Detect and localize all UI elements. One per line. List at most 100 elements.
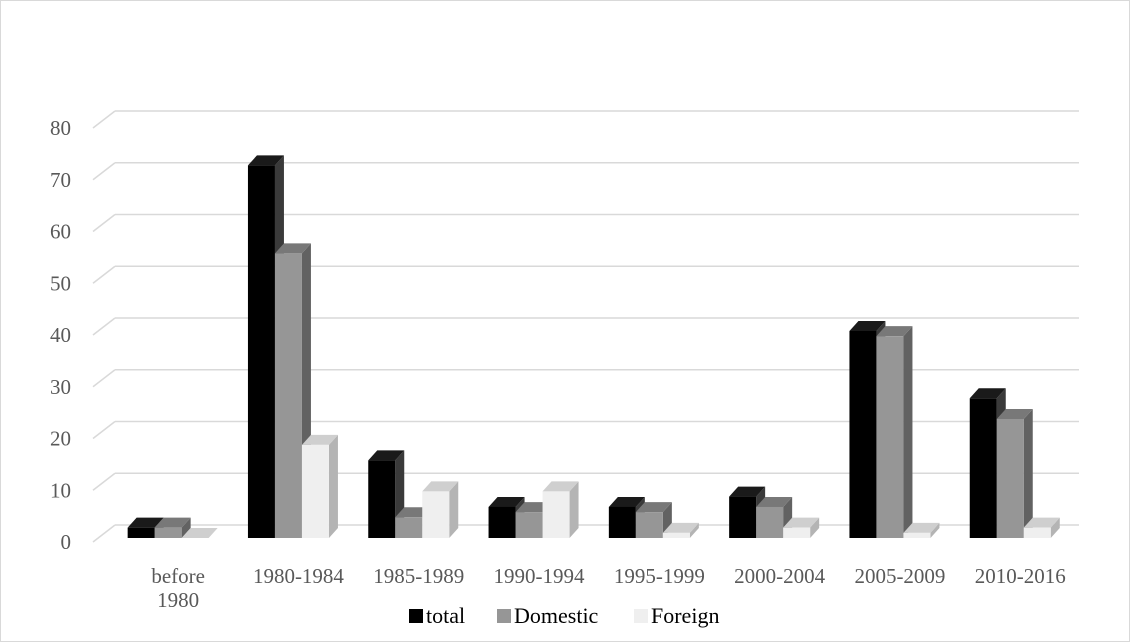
gridlines [92, 110, 1079, 543]
bar-front [1023, 527, 1051, 538]
bar-top [488, 496, 525, 507]
x-tick-label-line: 2010-2016 [975, 564, 1066, 588]
gridline-depth [92, 524, 116, 543]
legend-item-foreign: Foreign [634, 603, 719, 628]
x-tick-label-line: 1985-1989 [373, 564, 464, 588]
bar-domestic [635, 502, 672, 538]
bar-side [181, 517, 191, 538]
bar-front [756, 506, 784, 538]
bar-top [154, 517, 191, 528]
gridline-depth [92, 317, 116, 336]
bar-foreign [903, 522, 940, 538]
legend-label: Foreign [651, 603, 719, 628]
legend-swatch [634, 609, 648, 623]
bar-top [127, 517, 164, 528]
gridline-depth [92, 265, 116, 284]
x-tick-label-line: 1980-1984 [253, 564, 344, 588]
legend-item-domestic: Domestic [497, 603, 599, 628]
y-tick-label: 0 [61, 530, 72, 554]
y-tick-label: 60 [50, 220, 71, 244]
bar-domestic [876, 326, 913, 538]
bar-domestic [996, 408, 1033, 538]
bar-top [729, 486, 766, 497]
bar-front [996, 418, 1024, 538]
gridline-depth [92, 420, 116, 440]
x-tick-label: 2000-2004 [734, 564, 825, 588]
bar-side [328, 434, 338, 538]
bar-side [810, 517, 820, 538]
x-tick-label-line: 1995-1999 [614, 564, 705, 588]
bar-top [422, 481, 459, 492]
bar-top [876, 326, 913, 337]
gridline-depth [92, 110, 116, 129]
bar-front [127, 527, 155, 538]
bar-front [542, 491, 570, 538]
y-tick-label: 20 [50, 427, 71, 451]
bar-top [756, 496, 793, 507]
bar-front [903, 532, 931, 538]
bar-side [689, 522, 699, 538]
x-tick-label-line: 1980 [157, 588, 199, 612]
bar-top [274, 243, 311, 254]
bar-side [569, 481, 579, 538]
bar-foreign [662, 522, 699, 538]
bar-side [1023, 408, 1033, 538]
bar-top [1023, 517, 1060, 528]
bar-top [301, 434, 338, 445]
bars [127, 155, 1060, 538]
bar-top [181, 528, 218, 538]
bar-front [488, 506, 516, 538]
bar-side [1050, 517, 1060, 538]
bar-front [154, 527, 182, 538]
y-tick-label: 10 [50, 478, 71, 502]
x-tick-label-line: before [151, 564, 205, 588]
bar-foreign [422, 481, 459, 538]
x-tick-label: 1980-1984 [253, 564, 344, 588]
bar-front [876, 336, 904, 538]
bar-front [274, 253, 302, 538]
bar-top [635, 502, 672, 513]
bar-front [969, 398, 997, 538]
bar-foreign [783, 517, 820, 538]
gridline-depth [92, 213, 116, 233]
bar-domestic [154, 517, 191, 538]
bar-top [996, 408, 1033, 419]
bar-front [662, 532, 690, 538]
bar-foreign [301, 434, 338, 538]
y-tick-label: 80 [50, 116, 71, 140]
bar-top [608, 496, 645, 507]
legend-label: Domestic [514, 603, 599, 628]
gridline-depth [92, 162, 116, 181]
gridline-depth [92, 369, 116, 388]
x-tick-label-line: 2005-2009 [854, 564, 945, 588]
x-tick-label-line: 1990-1994 [494, 564, 585, 588]
bar-foreign [181, 528, 218, 538]
legend-item-total: total [409, 603, 465, 628]
y-axis-ticks: 0 10 20 30 40 50 60 70 80 [50, 116, 71, 554]
bar-front [422, 491, 450, 538]
bar-top [368, 450, 405, 461]
bar-foreign [1023, 517, 1060, 538]
bar-side [903, 326, 913, 538]
y-tick-label: 40 [50, 323, 71, 347]
bar-front [395, 517, 423, 538]
bar-front [515, 512, 543, 538]
x-tick-label-line: 2000-2004 [734, 564, 825, 588]
bar-top [542, 481, 579, 492]
bar-total [729, 486, 766, 538]
x-tick-label: 1990-1994 [494, 564, 585, 588]
legend-label: total [426, 603, 465, 628]
x-tick-label: before 1980 [151, 564, 205, 612]
bar-top [849, 321, 886, 331]
legend-swatch [409, 609, 423, 623]
x-tick-label: 2005-2009 [854, 564, 945, 588]
bar-front [368, 460, 396, 538]
x-tick-label: 1995-1999 [614, 564, 705, 588]
bar-top [247, 155, 284, 166]
gridline-depth [92, 472, 116, 491]
bar-front [849, 331, 877, 538]
bar-front [783, 527, 811, 538]
bar-top [969, 388, 1006, 399]
